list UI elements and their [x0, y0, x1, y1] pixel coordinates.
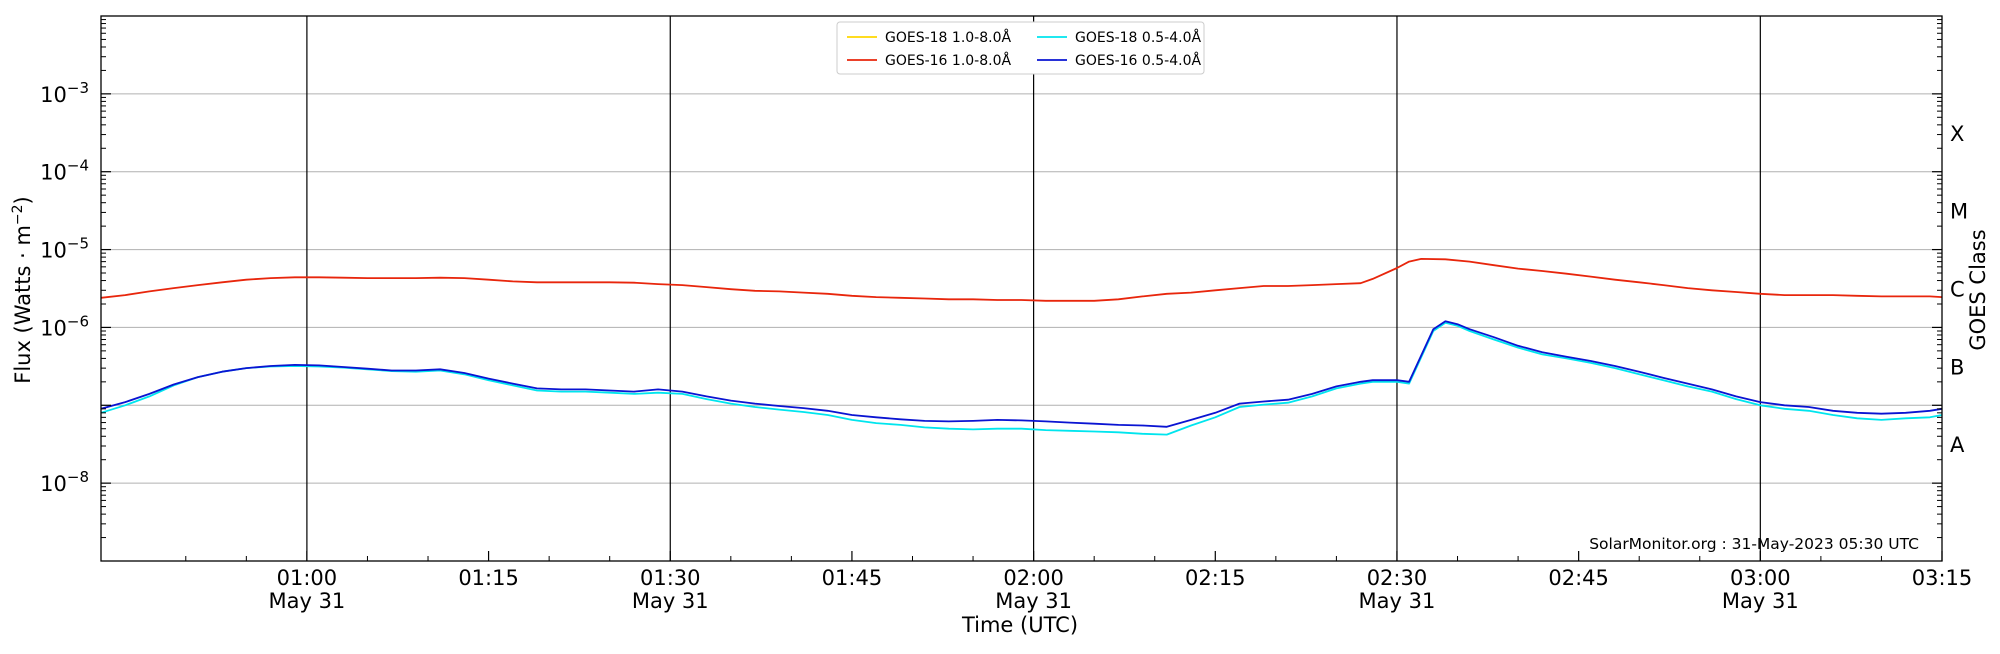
y-tick-label: 10−3 [40, 79, 89, 107]
y-axis-title-exp: −2 [10, 204, 26, 225]
legend-label: GOES-18 0.5-4.0Å [1075, 29, 1201, 46]
legend-label: GOES-16 1.0-8.0Å [885, 52, 1011, 69]
goes-class-label: M [1950, 200, 1968, 224]
x-axis-title: Time (UTC) [961, 613, 1078, 637]
y-tick-label: 10−8 [40, 468, 89, 496]
goes-class-labels: X M C B A [1950, 122, 1968, 457]
y-axis-title-base: Flux (Watts · m [11, 225, 35, 384]
x-tick-date-label: May 31 [1359, 589, 1436, 613]
x-tick-label: 01:00 [277, 566, 338, 590]
y-axis-title: Flux (Watts · m−2) [10, 196, 35, 384]
series-layer [100, 257, 1943, 436]
goes-class-label: B [1950, 355, 1964, 379]
plot-frame [100, 15, 1943, 562]
legend-items: GOES-18 1.0-8.0Å GOES-16 1.0-8.0Å GOES-18 … [847, 29, 1201, 69]
series-line [100, 320, 1943, 428]
x-tick-label: 02:45 [1548, 566, 1609, 590]
x-tick-label: 02:00 [1003, 566, 1064, 590]
x-tick-label: 01:45 [822, 566, 883, 590]
x-tick-date-label: May 31 [632, 589, 709, 613]
vertical-time-markers [306, 16, 1761, 561]
goes-class-label: C [1950, 278, 1965, 302]
y-tick-label: 10−5 [40, 235, 89, 263]
y-axis-title-close: ) [11, 196, 35, 204]
goes-class-label: X [1950, 122, 1964, 146]
y-tick-label: 10−6 [40, 312, 89, 340]
grid-layer [101, 93, 1942, 484]
x-tick-label: 01:15 [458, 566, 519, 590]
legend-label: GOES-18 1.0-8.0Å [885, 29, 1011, 46]
x-tick-label: 02:30 [1367, 566, 1428, 590]
legend: GOES-18 1.0-8.0Å GOES-16 1.0-8.0Å GOES-18 … [836, 21, 1205, 75]
x-tick-label: 03:00 [1730, 566, 1791, 590]
legend-label: GOES-16 0.5-4.0Å [1075, 52, 1201, 69]
y-tick-label: 10−4 [40, 157, 89, 185]
x-tick-date-label: May 31 [1722, 589, 1799, 613]
x-tick-label: 02:15 [1185, 566, 1246, 590]
x-tick-date-label: May 31 [268, 589, 345, 613]
x-tick-label: 01:30 [640, 566, 701, 590]
y-axis-ticks: 10−8 10−6 10−5 10−4 10−3 [40, 19, 1942, 539]
series-line [100, 257, 1943, 302]
x-tick-date-label: May 31 [995, 589, 1072, 613]
series-line [100, 321, 1943, 436]
right-axis-title: GOES Class [1966, 229, 1990, 350]
source-annotation: SolarMonitor.org : 31-May-2023 05:30 UTC [1589, 535, 1919, 553]
x-tick-label: 03:15 [1912, 566, 1973, 590]
legend-box [836, 21, 1205, 75]
goes-class-label: A [1950, 433, 1965, 457]
